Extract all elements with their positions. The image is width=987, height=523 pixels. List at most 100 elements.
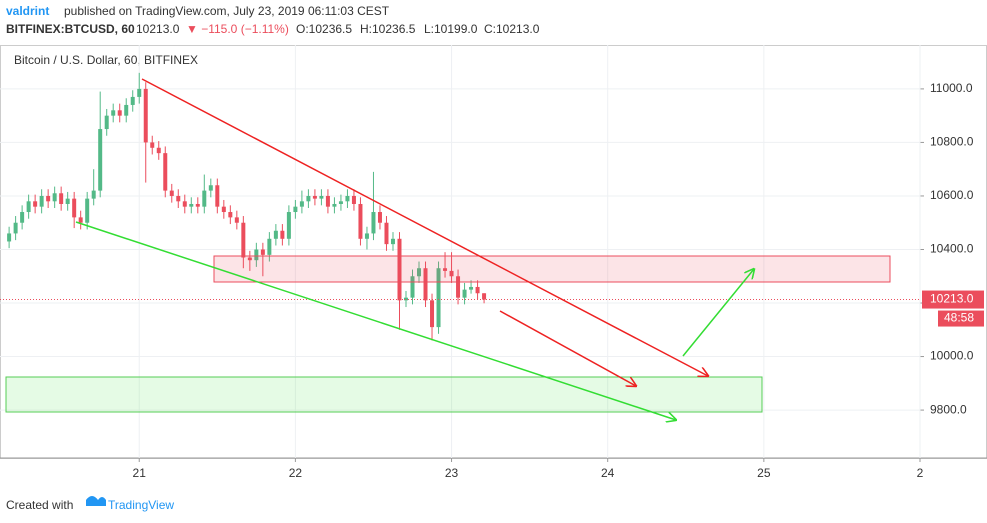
candle-body	[319, 195, 324, 199]
candle-body	[436, 268, 441, 328]
candle-body	[260, 249, 265, 255]
candle-body	[13, 222, 18, 234]
candle-body	[286, 212, 291, 239]
candle-body	[39, 195, 44, 207]
candle-body	[358, 203, 363, 239]
candle-body	[163, 153, 168, 191]
candle-body	[78, 217, 83, 223]
candle-body	[33, 201, 38, 207]
candle-body	[423, 268, 428, 301]
y-tick-label: 10800.0	[930, 135, 974, 149]
last-price-label: 10213.0	[930, 292, 974, 306]
candle-body	[241, 222, 246, 258]
candle-body	[98, 129, 103, 191]
candle-body	[351, 195, 356, 204]
candle-body	[176, 195, 181, 202]
candle-body	[85, 198, 90, 223]
candle-body	[215, 185, 220, 207]
y-tick-label: 11000.0	[930, 81, 973, 95]
candle-body	[117, 110, 122, 116]
candle-body	[267, 238, 272, 255]
candle-body	[46, 195, 51, 202]
candle-body	[195, 203, 200, 207]
ohlc-close: C:10213.0	[484, 22, 540, 36]
candle-body	[150, 142, 155, 148]
y-tick-label: 10600.0	[930, 188, 974, 202]
ohlc-open: O:10236.5	[296, 22, 352, 36]
symbol: BITFINEX:BTCUSD, 60	[6, 22, 135, 36]
candle-body	[228, 212, 233, 218]
change: ▼ −115.0 (−1.11%)	[186, 22, 289, 36]
x-tick-label: 22	[289, 466, 303, 480]
candle-body	[26, 201, 31, 213]
candle-body	[462, 289, 467, 298]
candle-body	[475, 286, 480, 294]
candle-body	[469, 286, 474, 290]
candle-body	[130, 96, 135, 105]
candle-body	[111, 110, 116, 116]
candle-body	[377, 212, 382, 223]
x-tick-label: 21	[133, 466, 147, 480]
candle-body	[417, 268, 422, 277]
y-tick-label: 9800.0	[930, 402, 967, 416]
countdown-tag	[938, 310, 984, 327]
author: valdrint	[6, 4, 49, 18]
candle-body	[169, 190, 174, 196]
candle-body	[137, 88, 142, 97]
candle-body	[52, 193, 57, 202]
y-tick-label: 10000.0	[930, 349, 974, 363]
chart-title: Bitcoin / U.S. Dollar, 60, BITFINEX	[14, 53, 198, 67]
candle-body	[312, 195, 317, 199]
candle-body	[482, 293, 487, 300]
resistance-zone	[213, 255, 891, 283]
candle-body	[410, 276, 415, 298]
candle-body	[189, 203, 194, 207]
last: 10213.0	[136, 22, 180, 36]
candle-body	[397, 238, 402, 301]
candle-body	[124, 104, 129, 116]
candle-body	[371, 212, 376, 234]
candle-body	[202, 190, 207, 207]
ohlc-low: L:10199.0	[424, 22, 478, 36]
candle-body	[208, 185, 213, 191]
footer-created: Created with	[6, 498, 73, 512]
candle-body	[456, 276, 461, 298]
candle-body	[254, 249, 259, 261]
candle-body	[306, 195, 311, 202]
candle-body	[293, 206, 298, 213]
candle-body	[72, 198, 77, 218]
x-tick-label: 2	[917, 466, 924, 480]
candle-body	[403, 297, 408, 301]
x-tick-label: 25	[757, 466, 771, 480]
y-tick-label: 10400.0	[930, 242, 974, 256]
candle-body	[449, 270, 454, 277]
candle-body	[7, 233, 12, 242]
candle-body	[345, 195, 350, 202]
candle-body	[280, 230, 285, 239]
candle-body	[247, 257, 252, 261]
ohlc-high: H:10236.5	[360, 22, 416, 36]
candle-body	[104, 115, 109, 130]
x-tick-label: 24	[601, 466, 615, 480]
published: published on TradingView.com, July 23, 2…	[64, 4, 390, 18]
candle-body	[332, 203, 337, 207]
candle-body	[143, 88, 148, 143]
x-tick-label: 23	[445, 466, 459, 480]
candle-body	[59, 193, 64, 204]
candle-body	[430, 300, 435, 328]
candle-body	[384, 222, 389, 245]
candle-body	[390, 238, 395, 245]
candle-body	[338, 201, 343, 204]
candle-body	[182, 201, 187, 207]
candle-body	[20, 212, 25, 223]
countdown-label: 48:58	[944, 311, 974, 325]
candle-body	[234, 217, 239, 223]
brand-logo	[86, 496, 106, 506]
candle-body	[299, 201, 304, 207]
candle-body	[273, 230, 278, 239]
trend-line-lower	[75, 221, 676, 420]
arrow-down	[499, 310, 636, 386]
candle-body	[65, 198, 70, 204]
